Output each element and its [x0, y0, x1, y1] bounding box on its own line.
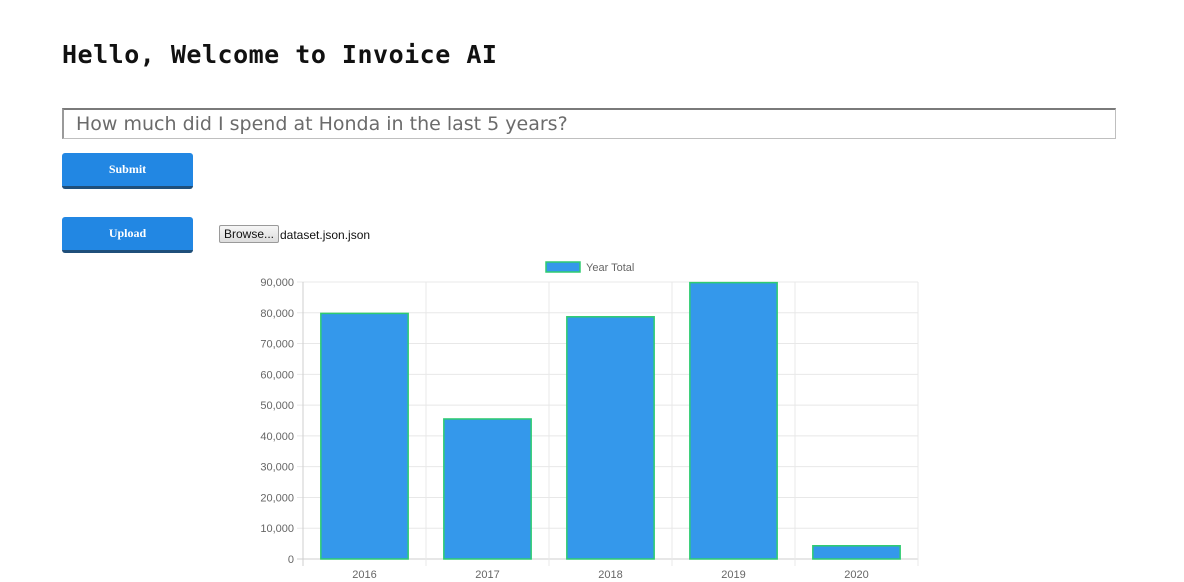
bar-2018 — [566, 316, 655, 560]
year-total-bar-chart: 0 10,000 20,000 30,000 40,000 50,000 60,000 70,… — [260, 261, 919, 581]
x-tick-label: 2019 — [721, 569, 745, 581]
y-tick-label: 40,000 — [260, 431, 294, 443]
bar-2017 — [443, 418, 532, 560]
x-tick-label: 2016 — [352, 569, 376, 581]
y-tick-label: 60,000 — [260, 369, 294, 381]
y-tick-label: 30,000 — [260, 462, 294, 474]
y-tick-label: 10,000 — [260, 523, 294, 535]
browse-file-button[interactable]: Browse... — [219, 225, 280, 243]
page-title: Hello, Welcome to Invoice AI — [62, 40, 498, 69]
bar-2020 — [812, 545, 901, 560]
y-tick-label: 90,000 — [260, 277, 294, 289]
legend-swatch — [545, 261, 581, 273]
submit-button[interactable]: Submit — [62, 153, 193, 189]
bar-2019 — [689, 281, 778, 560]
y-tick-label: 70,000 — [260, 339, 294, 351]
query-input[interactable] — [62, 108, 1116, 139]
y-tick-label: 0 — [288, 554, 294, 566]
upload-button[interactable]: Upload — [62, 217, 193, 253]
x-tick-label: 2020 — [844, 569, 868, 581]
selected-file-name: dataset.json.json — [280, 228, 371, 242]
bar-2016 — [320, 312, 409, 560]
x-tick-label: 2017 — [475, 569, 499, 581]
legend-label: Year Total — [586, 262, 634, 274]
y-tick-label: 20,000 — [260, 492, 294, 504]
y-tick-label: 50,000 — [260, 400, 294, 412]
x-tick-label: 2018 — [598, 569, 622, 581]
y-tick-label: 80,000 — [260, 308, 294, 320]
